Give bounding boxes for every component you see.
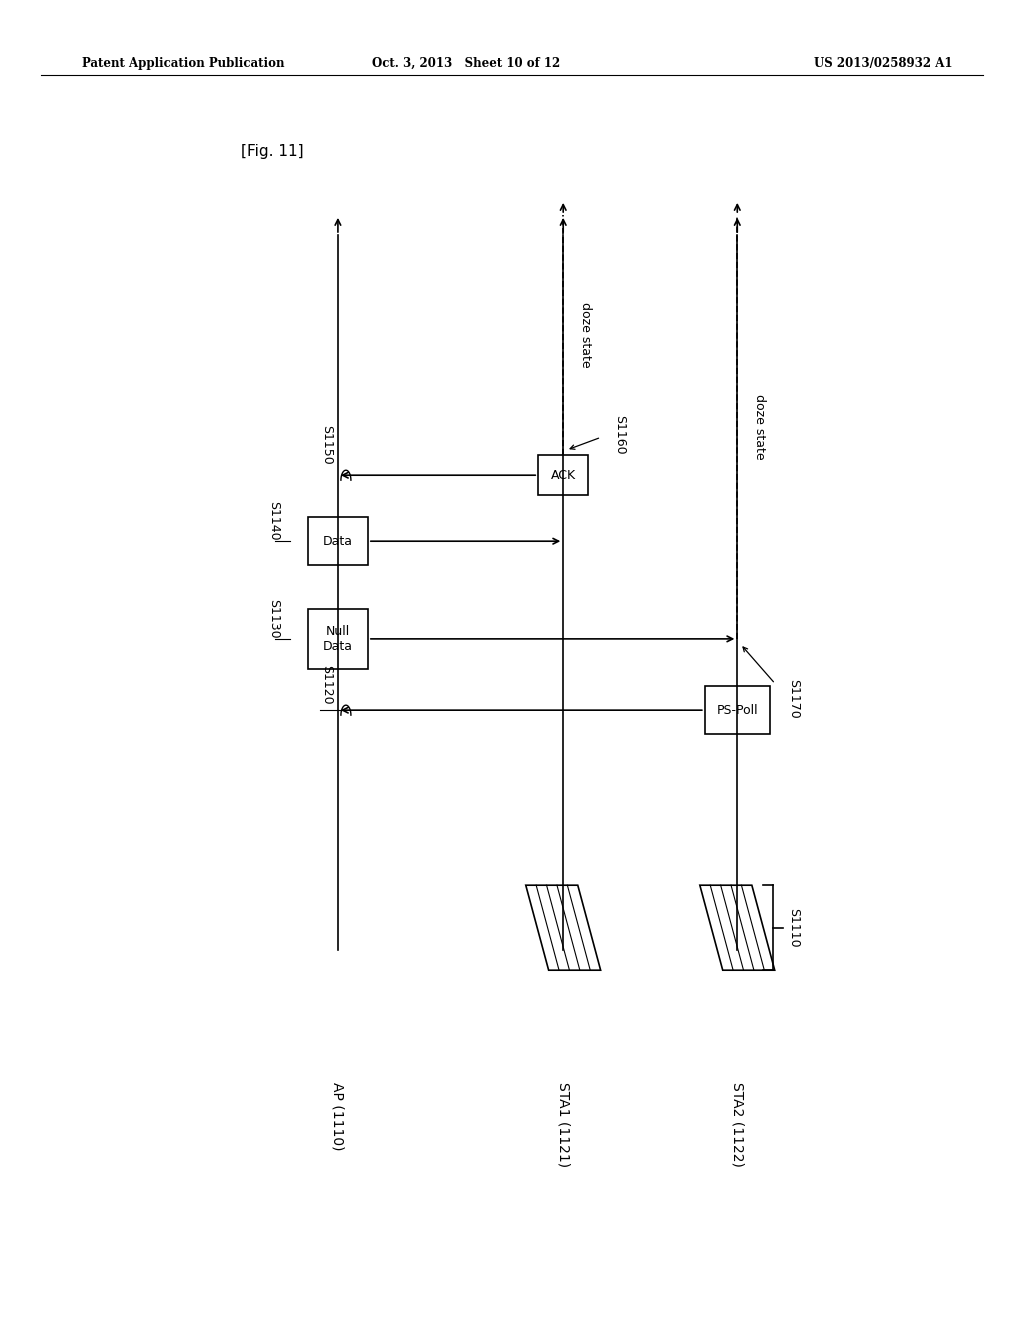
Text: Patent Application Publication: Patent Application Publication	[82, 57, 285, 70]
Bar	[705, 686, 770, 734]
Text: S1120: S1120	[319, 665, 333, 705]
Text: Null
Data: Null Data	[323, 624, 353, 653]
Text: [Fig. 11]: [Fig. 11]	[241, 144, 303, 160]
Text: S1130: S1130	[267, 599, 280, 639]
Text: STA2 (1122): STA2 (1122)	[730, 1082, 744, 1167]
Text: S1150: S1150	[319, 425, 333, 465]
Text: Data: Data	[323, 535, 353, 548]
Text: AP (1110): AP (1110)	[331, 1082, 345, 1151]
Text: S1140: S1140	[267, 502, 280, 541]
Text: S1160: S1160	[613, 416, 627, 455]
Text: US 2013/0258932 A1: US 2013/0258932 A1	[814, 57, 952, 70]
Text: PS-Poll: PS-Poll	[717, 704, 758, 717]
Text: Oct. 3, 2013   Sheet 10 of 12: Oct. 3, 2013 Sheet 10 of 12	[372, 57, 560, 70]
Text: STA1 (1121): STA1 (1121)	[556, 1082, 570, 1167]
Text: doze state: doze state	[753, 395, 766, 459]
Bar	[308, 517, 368, 565]
Text: S1170: S1170	[787, 678, 801, 719]
Bar	[539, 455, 588, 495]
Text: S1110: S1110	[787, 908, 801, 948]
Bar	[308, 609, 368, 669]
Text: ACK: ACK	[551, 469, 575, 482]
Text: doze state: doze state	[579, 302, 592, 368]
